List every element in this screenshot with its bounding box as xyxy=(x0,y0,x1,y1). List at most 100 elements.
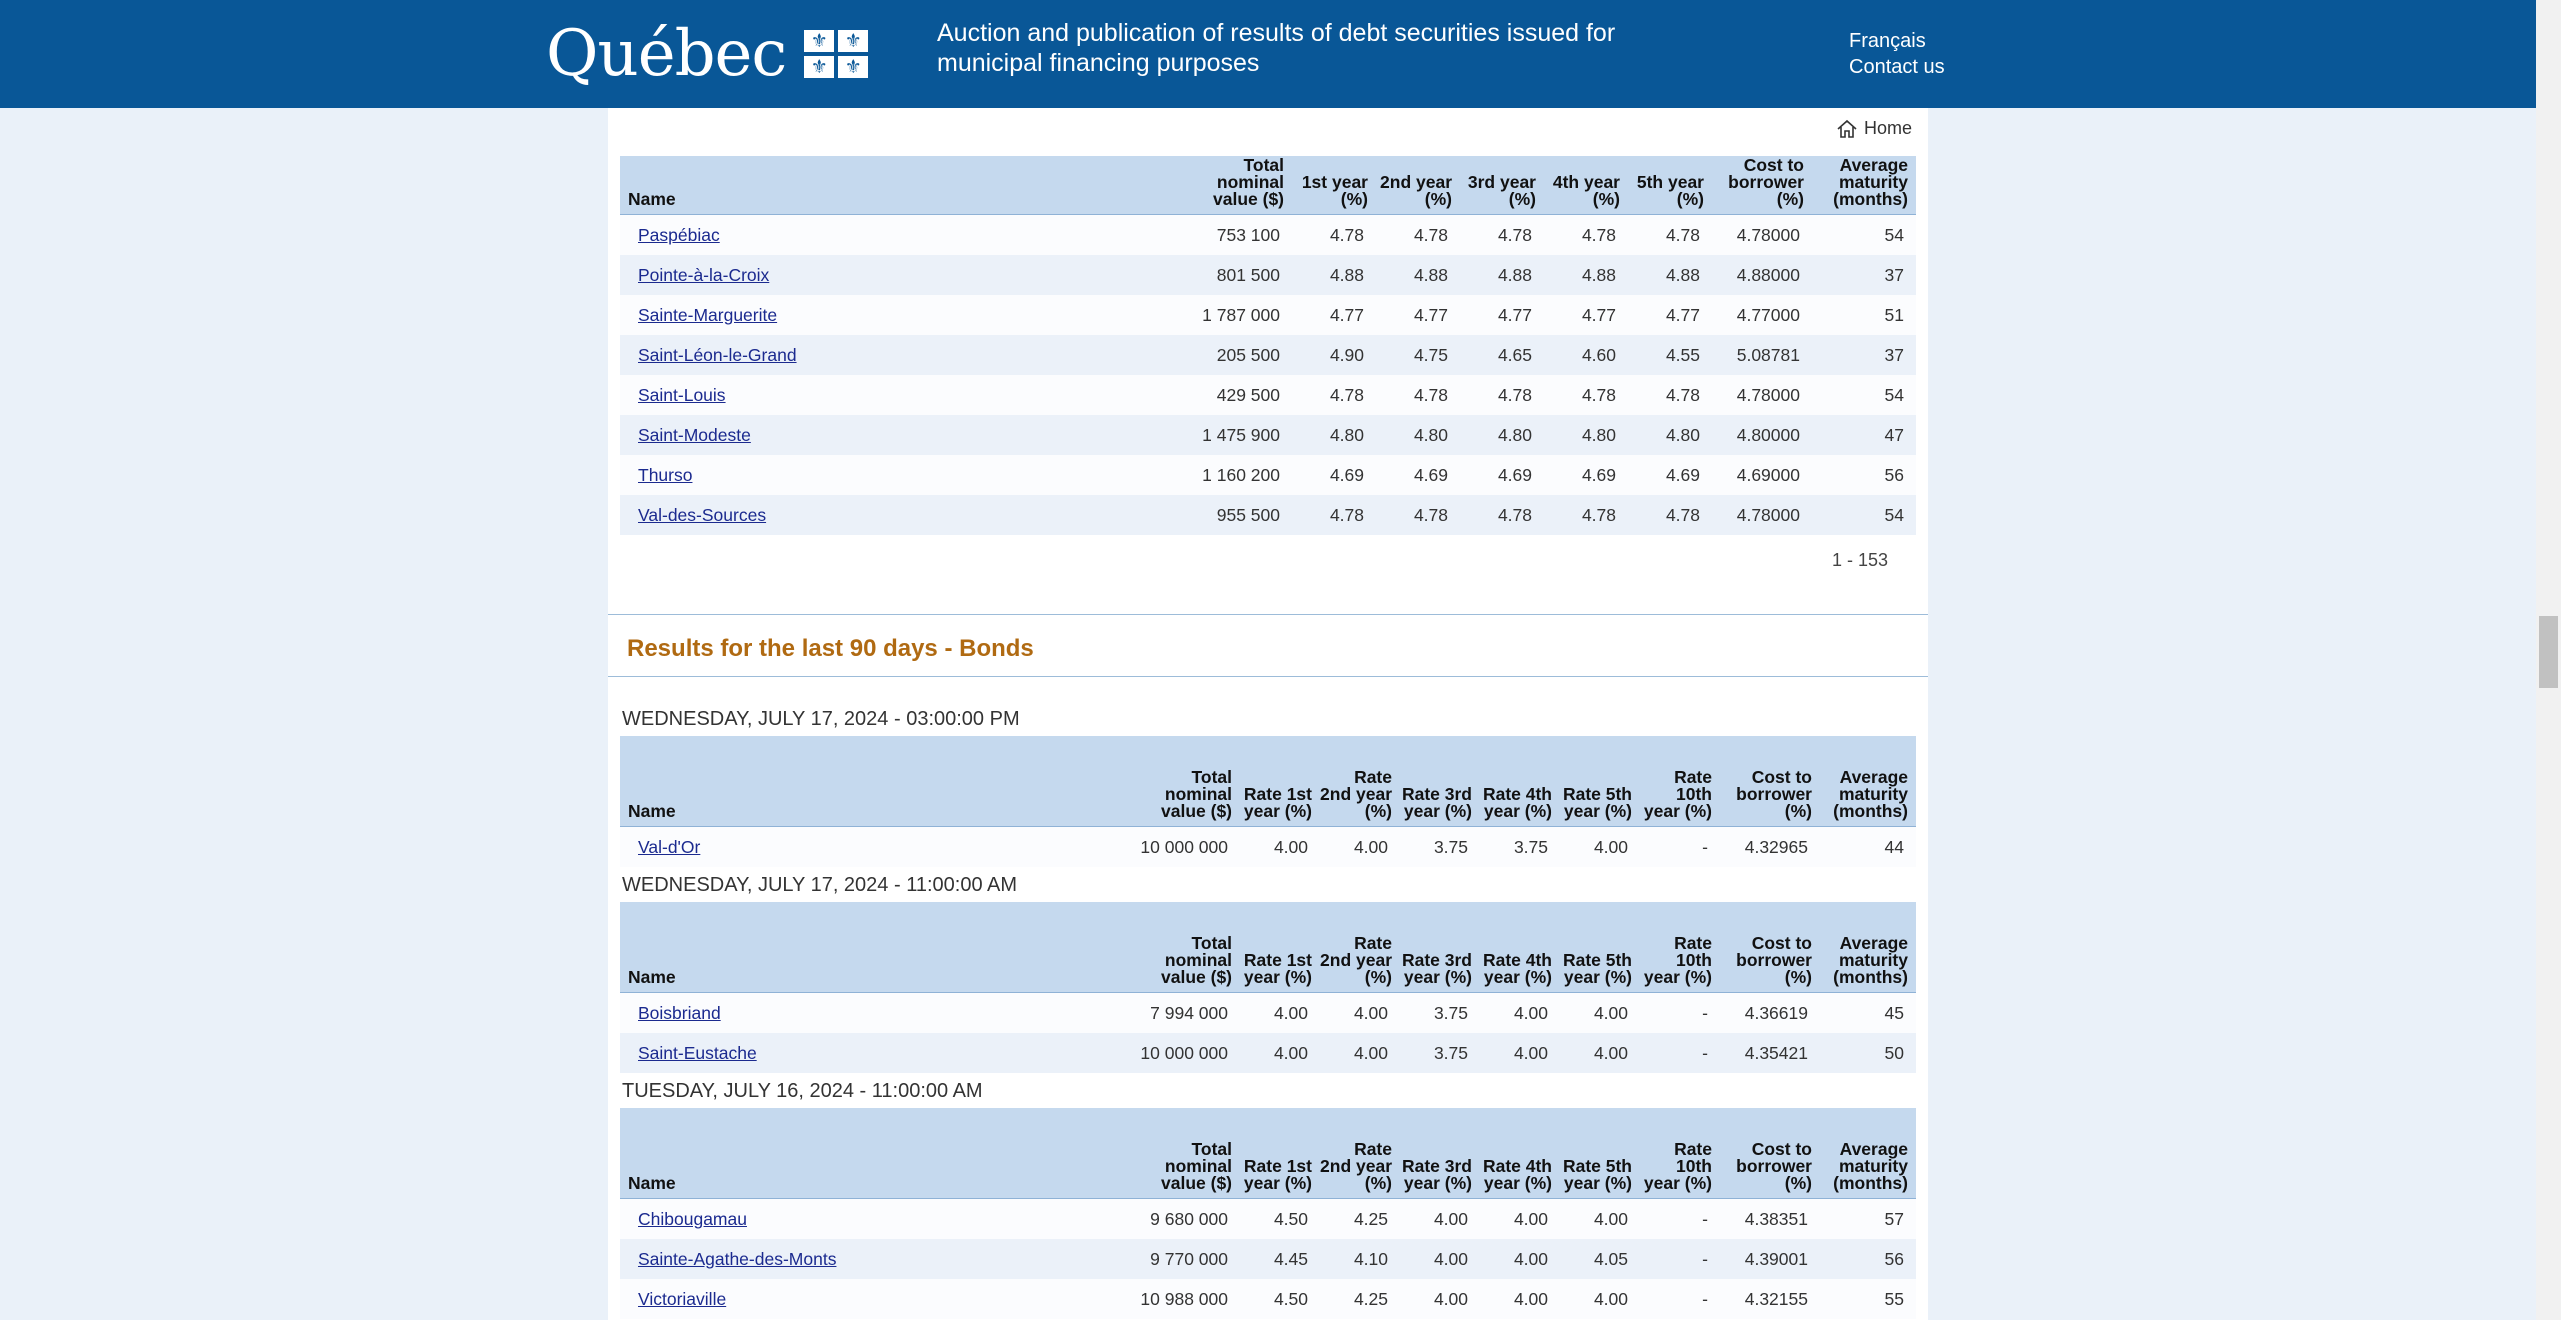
column-header: Rate 2nd year (%) xyxy=(1320,1108,1400,1199)
table-cell: 4.69 xyxy=(1376,455,1460,495)
column-header: Cost to borrower (%) xyxy=(1712,156,1812,215)
table-cell: 4.35421 xyxy=(1720,1033,1820,1073)
municipality-link[interactable]: Val-des-Sources xyxy=(638,504,767,525)
municipality-cell: Saint-Léon-le-Grand xyxy=(620,335,1180,375)
table-row: Chibougamau 9 680 000 4.50 4.25 4.00 4.00 4.00… xyxy=(620,1198,1916,1239)
table-cell: 37 xyxy=(1812,335,1916,375)
quebec-logo[interactable]: Québec ⚜ ⚜ ⚜ ⚜ xyxy=(546,14,869,94)
table-cell: 4.80000 xyxy=(1712,415,1812,455)
auction-date: WEDNESDAY, JULY 17, 2024 - 03:00:00 PM xyxy=(622,708,1020,730)
table-cell: 4.88 xyxy=(1376,255,1460,295)
table-row: Saint-Léon-le-Grand 205 500 4.90 4.75 4.65 4.… xyxy=(620,335,1916,375)
main-content: Home Name Total nominal value ($) 1st year… xyxy=(608,108,1928,1320)
table-cell: 4.32155 xyxy=(1720,1279,1820,1319)
municipality-link[interactable]: Saint-Modeste xyxy=(638,424,751,445)
table-cell: 47 xyxy=(1812,415,1916,455)
table-cell: 4.05 xyxy=(1560,1239,1640,1279)
column-header: 3rd year (%) xyxy=(1460,156,1544,215)
municipality-link[interactable]: Thurso xyxy=(638,464,693,485)
table-cell: 4.00 xyxy=(1480,1279,1560,1319)
column-header: Total nominal value ($) xyxy=(1180,156,1292,215)
home-link[interactable]: Home xyxy=(1836,118,1912,139)
municipality-link[interactable]: Paspébiac xyxy=(638,224,720,245)
municipality-cell: Val-des-Sources xyxy=(620,495,1180,535)
municipality-link[interactable]: Val-d'Or xyxy=(638,836,701,857)
municipality-link[interactable]: Saint-Léon-le-Grand xyxy=(638,344,797,365)
language-link[interactable]: Français xyxy=(1849,30,1926,52)
table-row: Boisbriand 7 994 000 4.00 4.00 3.75 4.00 4.00-… xyxy=(620,992,1916,1033)
table-row: Sainte-Agathe-des-Monts 9 770 000 4.45 4.10… xyxy=(620,1239,1916,1279)
table-cell: 57 xyxy=(1820,1198,1916,1239)
table-cell: 4.25 xyxy=(1320,1198,1400,1239)
table-cell: - xyxy=(1640,826,1720,867)
table-row: Thurso 1 160 200 4.69 4.69 4.69 4.69 4.69 4.690… xyxy=(620,455,1916,495)
table-cell: 4.80 xyxy=(1628,415,1712,455)
column-header: Total nominal value ($) xyxy=(1120,736,1240,827)
table-cell: 4.00 xyxy=(1320,992,1400,1033)
site-title: Auction and publication of results of de… xyxy=(937,19,1616,77)
table-cell: 4.00 xyxy=(1240,826,1320,867)
municipality-link[interactable]: Chibougamau xyxy=(638,1208,747,1229)
table-cell: 45 xyxy=(1820,992,1916,1033)
table-cell: 4.78 xyxy=(1460,214,1544,255)
municipality-cell: Boisbriand xyxy=(620,992,1120,1033)
table-cell: 4.80 xyxy=(1460,415,1544,455)
table-header-row: Name Total nominal value ($) Rate 1st year… xyxy=(620,902,1916,993)
table-cell: 4.80 xyxy=(1544,415,1628,455)
table-cell: 4.00 xyxy=(1320,826,1400,867)
municipality-link[interactable]: Boisbriand xyxy=(638,1002,721,1023)
municipality-cell: Victoriaville xyxy=(620,1279,1120,1319)
column-header: Average maturity (months) xyxy=(1812,156,1916,215)
column-header: Rate 1st year (%) xyxy=(1240,736,1320,827)
header-links: Français Contact us xyxy=(1849,28,1945,80)
table-cell: 4.78 xyxy=(1376,214,1460,255)
column-header: Rate 5th year (%) xyxy=(1560,736,1640,827)
table-cell: 4.78 xyxy=(1544,214,1628,255)
table-cell: 4.77 xyxy=(1544,295,1628,335)
column-header: Cost to borrower (%) xyxy=(1720,902,1820,993)
table-cell: 4.00 xyxy=(1240,1033,1320,1073)
table-cell: 4.78 xyxy=(1292,495,1376,535)
table-cell: 4.88 xyxy=(1544,255,1628,295)
table-cell: 4.00 xyxy=(1480,1239,1560,1279)
fleur-de-lis-flag-icon: ⚜ ⚜ ⚜ ⚜ xyxy=(804,30,869,78)
table-cell: 4.80 xyxy=(1376,415,1460,455)
municipality-link[interactable]: Saint-Eustache xyxy=(638,1042,757,1063)
table-cell: 55 xyxy=(1820,1279,1916,1319)
home-icon xyxy=(1836,119,1858,139)
column-header: Rate 10th year (%) xyxy=(1640,736,1720,827)
table-header-row: Name Total nominal value ($) 1st year (%) 2… xyxy=(620,156,1916,215)
table-cell: 4.00 xyxy=(1480,992,1560,1033)
table-cell: 4.88 xyxy=(1292,255,1376,295)
table-cell: 4.36619 xyxy=(1720,992,1820,1033)
table-cell: 3.75 xyxy=(1480,826,1560,867)
column-header: Cost to borrower (%) xyxy=(1720,1108,1820,1199)
table-cell: 3.75 xyxy=(1400,1033,1480,1073)
municipality-link[interactable]: Sainte-Marguerite xyxy=(638,304,778,325)
table-cell: 4.00 xyxy=(1240,992,1320,1033)
table-cell: 4.38351 xyxy=(1720,1198,1820,1239)
table-cell: 4.77 xyxy=(1292,295,1376,335)
column-header: Rate 3rd year (%) xyxy=(1400,736,1480,827)
table-cell: 4.78 xyxy=(1628,495,1712,535)
bond-results-table: Name Total nominal value ($) Rate 1st year… xyxy=(620,1108,1916,1319)
table-row: Sainte-Marguerite 1 787 000 4.77 4.77 4.77 4.… xyxy=(620,295,1916,335)
scrollbar-thumb[interactable] xyxy=(2539,616,2558,688)
column-header: Rate 4th year (%) xyxy=(1480,736,1560,827)
table-row: Saint-Louis 429 500 4.78 4.78 4.78 4.78 4.78 4.… xyxy=(620,375,1916,415)
logo-wordmark: Québec xyxy=(546,17,787,91)
column-header: Rate 1st year (%) xyxy=(1240,1108,1320,1199)
column-header: 1st year (%) xyxy=(1292,156,1376,215)
table-cell: 753 100 xyxy=(1180,214,1292,255)
municipality-link[interactable]: Pointe-à-la-Croix xyxy=(638,264,770,285)
municipality-link[interactable]: Sainte-Agathe-des-Monts xyxy=(638,1248,837,1269)
municipality-link[interactable]: Victoriaville xyxy=(638,1288,727,1309)
contact-link[interactable]: Contact us xyxy=(1849,56,1945,78)
municipality-cell: Paspébiac xyxy=(620,214,1180,255)
municipality-link[interactable]: Saint-Louis xyxy=(638,384,726,405)
table-cell: 4.55 xyxy=(1628,335,1712,375)
table-cell: 4.78000 xyxy=(1712,495,1812,535)
table-cell: 7 994 000 xyxy=(1120,992,1240,1033)
column-header-name: Name xyxy=(620,1108,1120,1199)
column-header: 2nd year (%) xyxy=(1376,156,1460,215)
